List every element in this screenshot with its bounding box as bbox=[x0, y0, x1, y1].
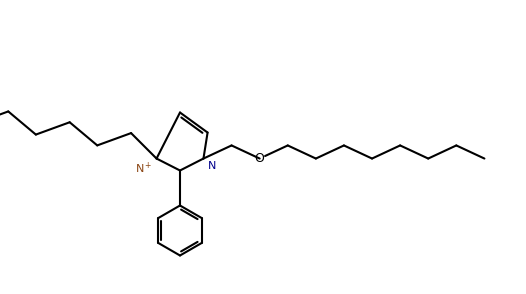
Text: O: O bbox=[255, 152, 265, 165]
Text: N$^+$: N$^+$ bbox=[135, 161, 153, 176]
Text: N: N bbox=[207, 161, 216, 171]
